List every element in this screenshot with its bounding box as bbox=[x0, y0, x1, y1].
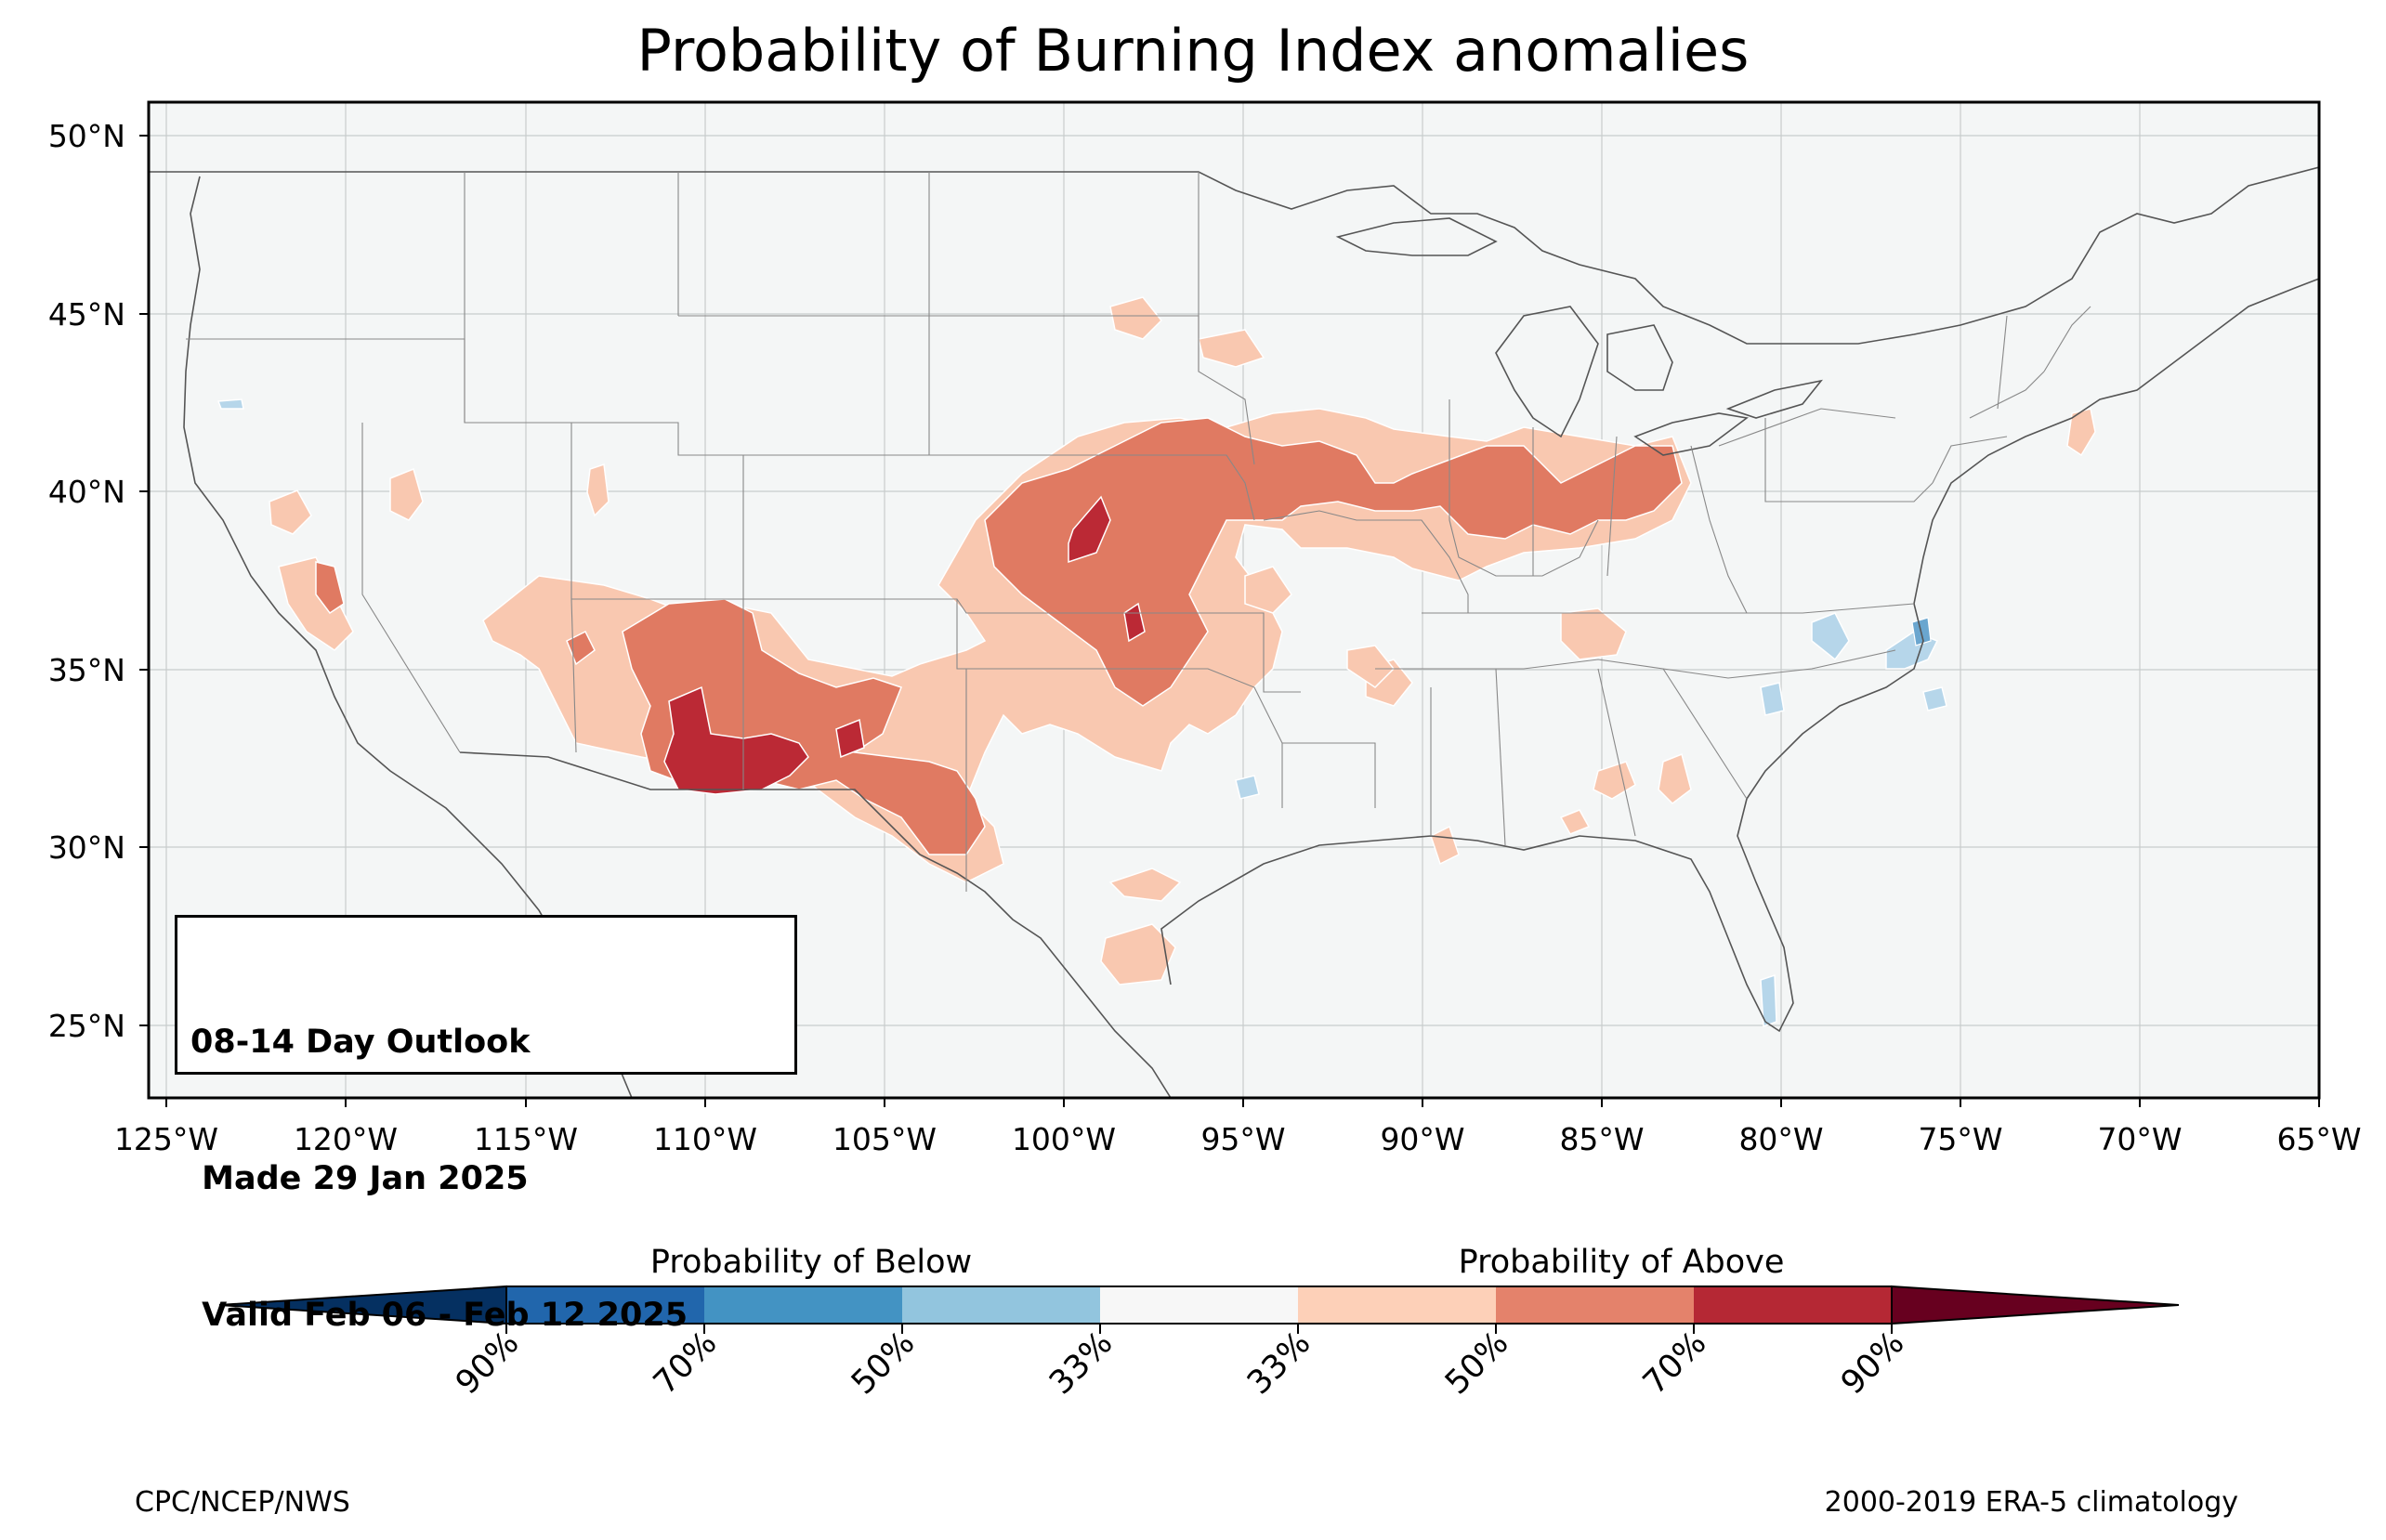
colorbar-frame bbox=[505, 1286, 1893, 1325]
colorbar-segment-9 bbox=[1694, 1286, 1892, 1324]
lon-label-80: 80°W bbox=[1738, 1121, 1823, 1157]
state-borders bbox=[186, 172, 2091, 892]
lat-label-35: 35°N bbox=[48, 652, 125, 688]
lon-label-105: 105°W bbox=[832, 1121, 937, 1157]
colorbar-tick-above-70: 70% bbox=[1636, 1325, 1713, 1402]
colorbar-tick-above-90: 90% bbox=[1834, 1325, 1911, 1402]
colorbar-above-label: Probability of Above bbox=[1459, 1244, 1785, 1281]
lon-axis bbox=[165, 1098, 2320, 1107]
colorbar-segment-2 bbox=[704, 1286, 902, 1324]
lat-label-25: 25°N bbox=[48, 1008, 125, 1044]
lon-label-90: 90°W bbox=[1380, 1121, 1464, 1157]
lat-label-50: 50°N bbox=[48, 118, 125, 154]
colorbar-arrow-right bbox=[1891, 1285, 2180, 1325]
lon-label-95: 95°W bbox=[1200, 1121, 1285, 1157]
lon-label-110: 110°W bbox=[653, 1121, 757, 1157]
lon-label-115: 115°W bbox=[474, 1121, 578, 1157]
colorbar-segment-7 bbox=[1298, 1286, 1496, 1324]
colorbar-tick-below-33: 33% bbox=[1042, 1325, 1120, 1402]
lon-label-75: 75°W bbox=[1918, 1121, 2002, 1157]
lat-label-45: 45°N bbox=[48, 296, 125, 333]
lon-label-100: 100°W bbox=[1012, 1121, 1116, 1157]
lon-label-85: 85°W bbox=[1559, 1121, 1644, 1157]
colorbar-tick-above-33: 33% bbox=[1240, 1325, 1318, 1402]
lon-label-125: 125°W bbox=[114, 1121, 218, 1157]
map-frame bbox=[147, 100, 2321, 1100]
lat-axis bbox=[139, 135, 149, 1026]
colorbar-below-label: Probability of Below bbox=[650, 1244, 972, 1281]
colorbar-segment-6 bbox=[1100, 1286, 1298, 1324]
colorbar-tick-below-50: 50% bbox=[845, 1325, 922, 1402]
above-50-regions bbox=[315, 417, 1683, 855]
lon-label-65: 65°W bbox=[2276, 1121, 2361, 1157]
lon-label-70: 70°W bbox=[2097, 1121, 2182, 1157]
colorbar-segment-8 bbox=[1496, 1286, 1694, 1324]
map-content bbox=[149, 102, 2319, 1098]
map-title: Probability of Burning Index anomalies bbox=[636, 17, 1750, 85]
colorbar-tick-above-50: 50% bbox=[1438, 1325, 1515, 1402]
colorbar-segment-3 bbox=[902, 1286, 1100, 1324]
lat-label-40: 40°N bbox=[48, 474, 125, 510]
outlook-info-box: 08-14 Day Outlook Made 29 Jan 2025 Valid… bbox=[175, 915, 797, 1334]
outlook-made-date: Made 29 Jan 2025 bbox=[190, 1160, 529, 1197]
credit-climatology: 2000-2019 ERA-5 climatology bbox=[1824, 1486, 2238, 1519]
outlook-valid-range: Valid Feb 06 - Feb 12 2025 bbox=[190, 1297, 688, 1334]
credit-agency: CPC/NCEP/NWS bbox=[135, 1486, 350, 1519]
borders bbox=[149, 166, 2319, 1098]
above-70-regions bbox=[663, 495, 1146, 795]
lat-label-30: 30°N bbox=[48, 829, 125, 866]
outlook-period: 08-14 Day Outlook bbox=[190, 1024, 531, 1061]
colorbar bbox=[218, 1285, 2180, 1334]
colorbar-segment-1 bbox=[506, 1286, 704, 1324]
lon-label-120: 120°W bbox=[294, 1121, 398, 1157]
